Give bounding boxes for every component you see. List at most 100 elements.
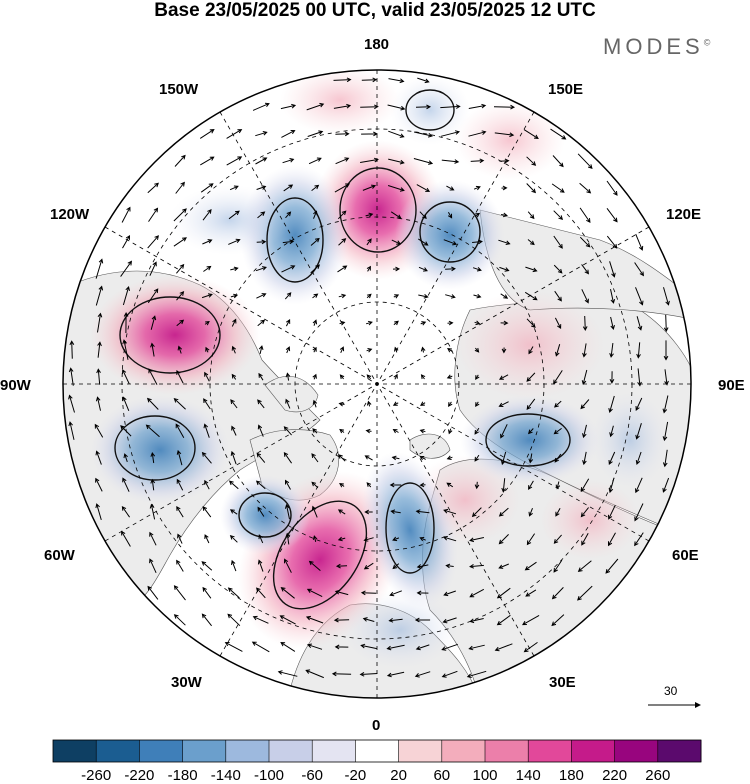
lon-label-150w: 150W xyxy=(159,81,199,98)
wind-vector xyxy=(173,208,187,222)
wind-vector xyxy=(470,158,485,164)
colorbar-tick-label: -260 xyxy=(81,767,112,784)
wind-vector xyxy=(313,210,318,219)
colorbar-tick-label: 20 xyxy=(390,767,407,784)
wind-vector xyxy=(149,531,157,546)
wind-vector xyxy=(282,239,295,245)
wind-vector xyxy=(526,533,536,546)
wind-vector xyxy=(555,481,561,490)
wind-vector xyxy=(524,291,538,301)
wind-vector xyxy=(231,373,237,380)
wind-vector xyxy=(441,670,458,678)
wind-vector xyxy=(284,292,292,300)
wind-vector xyxy=(386,671,405,678)
wind-vector xyxy=(338,293,347,299)
wind-vector xyxy=(333,103,352,109)
wind-vector xyxy=(523,129,539,139)
wind-vector xyxy=(446,482,454,488)
wind-vector xyxy=(609,371,615,384)
wind-vector xyxy=(201,451,212,464)
wind-vector xyxy=(526,183,537,194)
wind-vector xyxy=(419,429,426,434)
wind-vector xyxy=(553,534,562,544)
wind-vector xyxy=(120,260,133,277)
map-disk xyxy=(63,70,691,698)
wind-vector xyxy=(203,398,211,410)
wind-vector xyxy=(312,535,318,543)
wind-vector xyxy=(473,293,482,299)
wind-vector xyxy=(280,103,297,110)
wind-vector xyxy=(493,104,516,110)
wind-vector xyxy=(442,535,457,542)
wind-vector xyxy=(393,373,398,380)
wind-vector xyxy=(95,477,103,492)
wind-vector xyxy=(176,506,184,518)
wind-vector xyxy=(581,532,589,546)
wind-vector xyxy=(121,505,131,518)
wind-vector xyxy=(525,589,537,597)
wind-vector xyxy=(310,264,321,274)
wind-vector xyxy=(305,669,324,679)
wind-vector xyxy=(498,374,509,380)
wind-vector xyxy=(333,77,352,83)
wind-vector xyxy=(252,102,270,111)
wind-vector xyxy=(445,266,456,272)
wind-vector xyxy=(635,451,642,465)
wind-vector xyxy=(418,266,428,272)
lon-label-120w: 120W xyxy=(50,206,90,223)
wind-vector xyxy=(389,482,402,488)
wind-vector xyxy=(474,347,480,353)
wind-vector xyxy=(176,478,184,491)
wind-vector xyxy=(551,587,564,600)
wind-vector xyxy=(363,537,374,542)
wind-vector xyxy=(121,530,131,547)
wind-vector xyxy=(176,263,185,274)
wind-vector xyxy=(339,483,345,488)
wind-vector xyxy=(555,344,561,357)
colorbar-tick-label: 180 xyxy=(558,767,584,784)
wind-vector xyxy=(553,235,563,249)
wind-vector xyxy=(202,586,212,599)
wind-vector xyxy=(494,643,513,652)
lon-label-0: 0 xyxy=(372,717,381,734)
wind-vector xyxy=(471,507,482,518)
wind-vector xyxy=(284,558,292,573)
wind-vector xyxy=(605,558,619,574)
wind-vector xyxy=(441,643,458,651)
wind-vector xyxy=(469,537,485,543)
wind-vector xyxy=(474,212,481,218)
wind-vector xyxy=(499,266,510,272)
wind-vector xyxy=(554,453,562,463)
wind-vector xyxy=(230,399,238,409)
wind-vector xyxy=(339,320,346,326)
wind-vector xyxy=(448,428,453,435)
wind-vector xyxy=(201,293,213,299)
wind-vector xyxy=(635,233,644,251)
wind-vector xyxy=(469,588,485,598)
wind-vector xyxy=(635,397,643,411)
wind-vector xyxy=(606,180,618,196)
wind-vector xyxy=(331,671,352,677)
wind-vector xyxy=(173,585,186,601)
wind-vector xyxy=(256,587,266,599)
wind-vector xyxy=(202,506,212,518)
lon-label-30e: 30E xyxy=(549,674,576,691)
wind-vector xyxy=(553,210,564,221)
wind-vector xyxy=(334,644,349,650)
wind-vector xyxy=(553,427,562,435)
wind-vector xyxy=(229,185,239,191)
lon-label-30w: 30W xyxy=(171,674,202,691)
wind-vectors xyxy=(68,77,670,679)
colorbar-tick-label: -180 xyxy=(167,767,198,784)
wind-vector xyxy=(366,374,372,380)
wind-vector xyxy=(173,614,186,626)
wind-vector xyxy=(468,103,487,109)
wind-vector xyxy=(121,206,131,223)
wind-vector xyxy=(122,234,131,249)
wind-vector xyxy=(312,293,319,299)
wind-vector xyxy=(420,401,426,406)
wind-vector xyxy=(334,589,349,596)
wind-vector xyxy=(360,157,379,163)
wind-vector xyxy=(338,401,345,407)
wind-vector xyxy=(308,560,321,571)
